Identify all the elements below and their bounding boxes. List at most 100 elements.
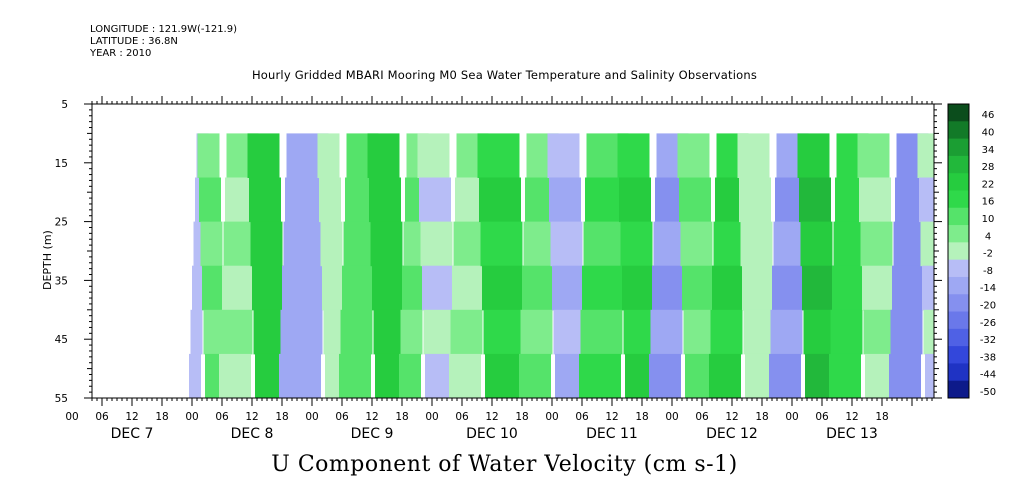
heatmap-cell: [619, 177, 651, 223]
y-tick-label: 15: [55, 158, 68, 170]
heatmap-cell: [399, 353, 421, 398]
heatmap-cell: [479, 177, 521, 223]
heatmap-cell: [483, 309, 526, 355]
heatmap-cell: [799, 177, 831, 223]
y-tick-label: 5: [61, 99, 68, 111]
colorbar-label: -20: [980, 300, 996, 311]
heatmap-cell: [833, 221, 866, 267]
heatmap-cell: [739, 177, 771, 223]
colorbar-swatch: [948, 121, 969, 140]
colorbar-swatch: [948, 242, 969, 261]
heatmap-cell: [582, 265, 624, 311]
heatmap-cell: [800, 221, 833, 267]
heatmap-cell: [553, 309, 586, 355]
heatmap-cell: [743, 309, 776, 355]
heatmap-cell: [583, 221, 626, 267]
x-hour-label: 18: [875, 411, 888, 423]
heatmap-cell: [222, 265, 254, 311]
heatmap-cell: [219, 353, 251, 398]
heatmap-cell: [829, 353, 861, 398]
colorbar: 46 40 34 28 22 16 10 4 -2 -8 -14 -20 -26 -32 -38 -44 -50: [947, 103, 996, 399]
heatmap-cell: [552, 265, 584, 311]
y-axis-label: DEPTH (m): [41, 230, 54, 290]
x-hour-label: 18: [515, 411, 528, 423]
heatmap-cell: [677, 133, 710, 178]
heatmap-cell: [403, 221, 426, 267]
heatmap-cell: [773, 221, 806, 267]
x-day-label: DEC 11: [586, 426, 638, 442]
longitude-text: LONGITUDE : 121.9W(-121.9): [90, 24, 237, 35]
heatmap-cell: [742, 265, 774, 311]
x-hour-label: 18: [155, 411, 168, 423]
x-day-label: DEC 13: [826, 426, 878, 442]
heatmap-cell: [192, 265, 204, 311]
heatmap-cell: [317, 133, 340, 178]
colorbar-swatch: [948, 294, 969, 313]
x-hour-label: 12: [125, 411, 138, 423]
heatmap-cell: [925, 353, 934, 398]
heatmap-cell: [422, 265, 454, 311]
heatmap-cell: [919, 177, 934, 223]
x-hour-label: 00: [785, 411, 798, 423]
heatmap-cell: [679, 177, 711, 223]
heatmap-cell: [402, 265, 424, 311]
heatmap-cell: [713, 221, 746, 267]
heatmap-cell: [523, 221, 556, 267]
colorbar-swatch: [948, 363, 969, 382]
x-hour-label: 12: [365, 411, 378, 423]
heatmap-cell: [200, 221, 223, 267]
colorbar-label: 34: [982, 145, 995, 156]
x-hour-label: 06: [695, 411, 709, 423]
heatmap-cell: [1002, 266, 1009, 311]
heatmap-cell: [653, 221, 686, 267]
chart-title: U Component of Water Velocity (cm s-1): [271, 452, 738, 477]
heatmap-cell: [770, 309, 803, 355]
colorbar-swatch: [948, 276, 969, 295]
heatmap-cell: [283, 221, 326, 267]
heatmap-cell: [453, 221, 486, 267]
heatmap-cell: [797, 133, 830, 178]
colorbar-swatch: [948, 138, 969, 157]
heatmap-cell: [323, 309, 346, 355]
heatmap-cell: [423, 309, 456, 355]
heatmap-cell: [974, 310, 1006, 355]
x-hour-label: 06: [455, 411, 469, 423]
y-axis: 5 15 25 35 45 55: [55, 99, 942, 405]
heatmap-cell: [623, 309, 656, 355]
colorbar-swatch: [948, 155, 969, 174]
x-day-label: DEC 8: [231, 426, 274, 442]
colorbar-label: 28: [982, 162, 995, 173]
heatmap-cell: [680, 221, 713, 267]
colorbar-label: -50: [980, 387, 996, 398]
heatmap-cell: [920, 221, 934, 267]
colorbar-label: -32: [980, 335, 996, 346]
colorbar-label: 40: [982, 128, 995, 139]
colorbar-label: 16: [982, 197, 995, 208]
heatmap-cell: [830, 309, 863, 355]
heatmap-cell: [682, 265, 714, 311]
colorbar-label: -14: [980, 283, 996, 294]
heatmap-cell: [522, 265, 554, 311]
x-hour-label: 00: [665, 411, 678, 423]
y-tick-label: 55: [55, 393, 68, 405]
colorbar-swatch: [948, 328, 969, 347]
x-hour-label: 18: [635, 411, 648, 423]
heatmap-cell: [320, 221, 343, 267]
heatmap-cell: [1001, 310, 1009, 355]
colorbar-swatch: [948, 173, 969, 191]
heatmap-cell: [280, 309, 323, 355]
latitude-text: LATITUDE : 36.8N: [90, 36, 178, 47]
heatmap-cell: [282, 265, 324, 311]
heatmap-cell: [253, 309, 286, 355]
x-hour-label: 00: [425, 411, 438, 423]
heatmap-cell: [247, 133, 280, 178]
heatmap-cell: [400, 309, 423, 355]
heatmap-cell: [370, 221, 403, 267]
x-hour-label: 00: [305, 411, 318, 423]
heatmap-cell: [549, 177, 581, 223]
x-hour-label: 06: [335, 411, 349, 423]
heatmap-cell: [520, 309, 553, 355]
year-text: YEAR : 2010: [90, 48, 152, 59]
heatmap-cell: [519, 353, 551, 398]
